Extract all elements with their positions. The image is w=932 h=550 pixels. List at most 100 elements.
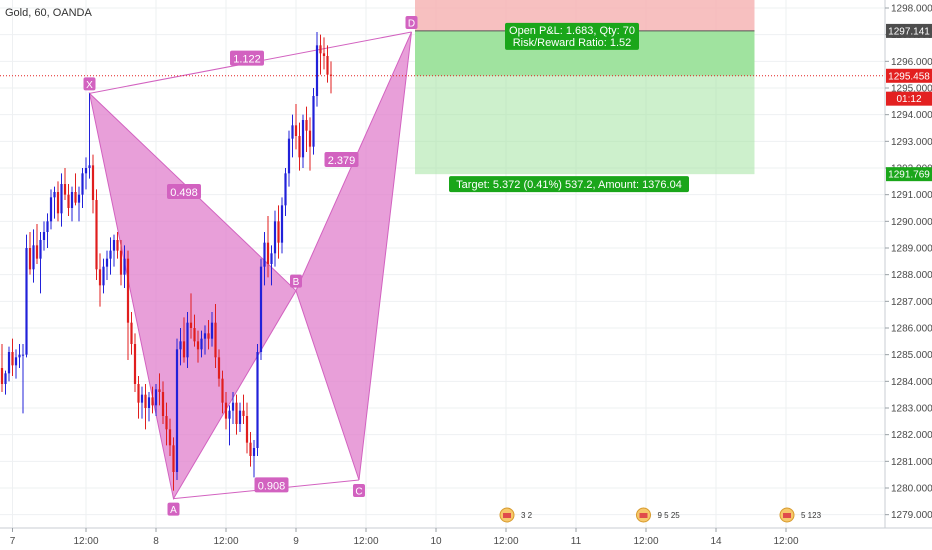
- candle-body-45: [158, 389, 161, 392]
- candle-body-82: [287, 138, 291, 174]
- candle-body-59: [207, 333, 210, 339]
- y-tick-label-14: 1293.000: [891, 137, 932, 148]
- candle-65: [228, 405, 231, 446]
- candle-body-25: [88, 165, 91, 168]
- candle-body-38: [133, 344, 137, 384]
- candle-26: [91, 154, 95, 214]
- candle-15: [53, 186, 56, 219]
- candle-70: [245, 402, 249, 454]
- candle-87: [305, 106, 308, 152]
- x-tick-label-7: 12:00: [493, 536, 518, 547]
- x-tick-label-10: 14: [710, 536, 722, 547]
- event-flag-stripe-0: [503, 513, 511, 518]
- y-tick-label-7: 1286.000: [891, 324, 932, 335]
- candle-body-40: [140, 394, 144, 403]
- candle-body-70: [245, 416, 249, 443]
- candle-19: [67, 184, 70, 216]
- y-tick-label-4: 1283.000: [891, 404, 932, 415]
- candle-53: [186, 312, 189, 368]
- candle-body-24: [84, 168, 88, 174]
- y-tick-label-17: 1296.000: [891, 57, 932, 68]
- candle-body-57: [200, 338, 203, 350]
- candle-body-15: [53, 192, 56, 198]
- candle-body-54: [189, 322, 193, 328]
- candle-body-66: [231, 402, 235, 411]
- candle-body-48: [168, 429, 172, 446]
- candle-body-92: [322, 53, 326, 56]
- candle-20: [70, 186, 74, 222]
- candle-44: [154, 384, 158, 416]
- candle-64: [224, 392, 228, 430]
- y-tick-label-19: 1298.000: [891, 4, 932, 15]
- price-tag-0: 1297.141: [886, 23, 932, 38]
- candle-32: [112, 234, 116, 267]
- point-label-text-c: C: [355, 487, 362, 498]
- candle-12: [42, 221, 46, 251]
- x-tick-label-6: 10: [430, 536, 442, 547]
- candle-body-20: [70, 192, 74, 208]
- ratio-label-0: 1.122: [230, 50, 264, 66]
- candle-body-23: [81, 173, 84, 195]
- candle-body-63: [221, 378, 224, 403]
- candle-body-1: [4, 373, 7, 384]
- point-label-bg-c: [353, 484, 365, 497]
- y-tick-label-10: 1289.000: [891, 244, 932, 255]
- candle-body-46: [161, 392, 165, 416]
- price-tag-2: 01:12: [886, 91, 932, 106]
- price-tag-3: 1291.769: [886, 167, 932, 182]
- candle-body-73: [256, 352, 259, 448]
- y-tick-label-3: 1282.000: [891, 430, 932, 441]
- candle-55: [193, 314, 196, 347]
- candle-50: [175, 338, 179, 480]
- candle-4: [14, 349, 18, 379]
- ratio-label-bg-0: [230, 50, 264, 66]
- candle-body-67: [235, 402, 238, 424]
- price-tag-text-0: 1297.141: [888, 26, 930, 37]
- candle-17: [60, 173, 63, 227]
- candle-10: [35, 224, 39, 264]
- event-badge-0: 3 2: [499, 507, 533, 523]
- candles: [0, 32, 333, 491]
- candle-40: [140, 386, 144, 419]
- point-label-b: B: [290, 274, 302, 288]
- candle-71: [249, 432, 252, 467]
- y-tick-label-9: 1288.000: [891, 270, 932, 281]
- price-tag-text-2: 01:12: [896, 94, 921, 105]
- candle-42: [147, 392, 151, 422]
- candle-body-56: [196, 341, 200, 350]
- candle-27: [95, 189, 98, 280]
- event-badge-2: 5 123: [779, 507, 822, 523]
- candle-2: [7, 346, 11, 382]
- y-tick-label-1: 1280.000: [891, 484, 932, 495]
- candle-body-44: [154, 389, 158, 406]
- candle-21: [74, 173, 77, 206]
- candle-body-53: [186, 322, 189, 358]
- candle-body-8: [28, 248, 32, 270]
- candle-79: [277, 205, 280, 259]
- candle-83: [291, 114, 294, 158]
- candle-58: [203, 325, 207, 355]
- candle-body-68: [238, 410, 242, 424]
- candle-body-43: [151, 397, 154, 406]
- candle-body-49: [172, 445, 175, 472]
- candle-25: [88, 93, 91, 179]
- candle-body-28: [98, 269, 102, 286]
- candle-46: [161, 381, 165, 424]
- candle-body-2: [7, 352, 11, 374]
- event-badge-label-2: 5 123: [801, 511, 822, 520]
- event-badge-label-1: 9 5 25: [658, 511, 681, 520]
- candle-body-72: [252, 448, 256, 456]
- x-tick-label-4: 9: [293, 536, 299, 547]
- candle-body-94: [329, 74, 333, 76]
- candle-89: [312, 88, 315, 155]
- candle-28: [98, 253, 102, 307]
- y-tick-label-15: 1294.000: [891, 110, 932, 121]
- candle-body-58: [203, 333, 207, 339]
- candle-body-62: [217, 357, 221, 379]
- ratio-label-bg-1: [167, 184, 201, 199]
- point-label-text-b: B: [293, 277, 300, 288]
- candle-77: [270, 245, 273, 286]
- target-zone: [415, 75, 755, 175]
